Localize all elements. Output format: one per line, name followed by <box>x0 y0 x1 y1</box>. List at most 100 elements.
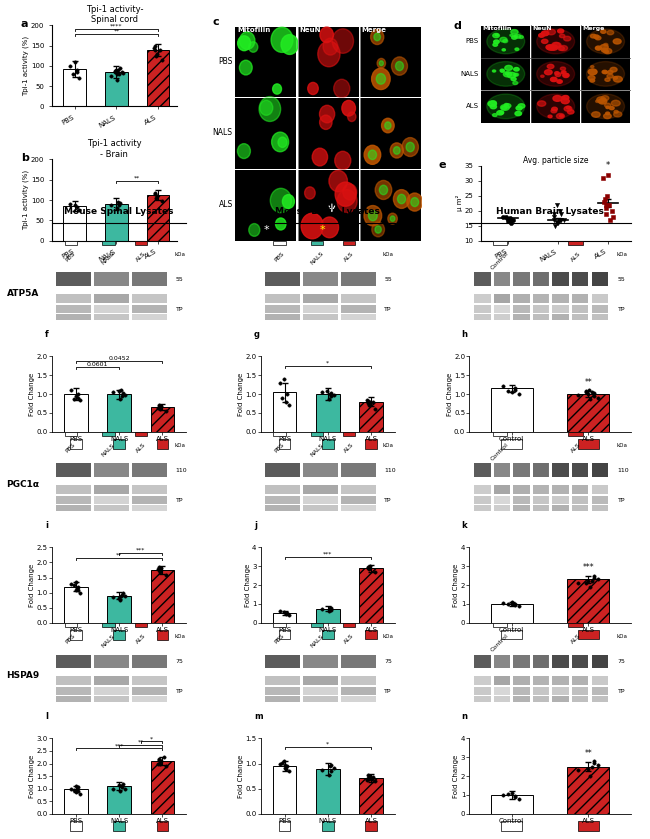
Point <box>324 759 335 773</box>
Circle shape <box>516 107 522 110</box>
Bar <box>494 654 510 669</box>
Point <box>363 562 373 576</box>
Point <box>114 61 125 75</box>
Point <box>584 581 595 594</box>
Circle shape <box>595 100 599 102</box>
Bar <box>533 687 549 695</box>
Point <box>68 578 79 591</box>
Point <box>322 384 333 398</box>
Point <box>155 757 165 770</box>
Point <box>317 385 328 399</box>
FancyBboxPatch shape <box>279 630 291 639</box>
Circle shape <box>494 40 499 44</box>
Circle shape <box>586 61 625 86</box>
Point <box>157 53 167 66</box>
Point <box>586 575 597 588</box>
Text: n: n <box>462 712 467 722</box>
Circle shape <box>604 44 608 46</box>
Bar <box>572 273 588 286</box>
Circle shape <box>504 104 511 108</box>
Point <box>73 781 83 795</box>
Bar <box>94 314 129 320</box>
Bar <box>132 687 168 695</box>
Text: 110: 110 <box>618 468 629 473</box>
Point <box>161 568 172 581</box>
Text: 0.0601: 0.0601 <box>87 362 108 367</box>
Circle shape <box>237 143 250 159</box>
Bar <box>530 91 580 122</box>
Circle shape <box>548 115 552 117</box>
Bar <box>147 195 170 241</box>
Text: e: e <box>439 159 447 169</box>
Point <box>584 769 595 783</box>
Point <box>72 63 82 76</box>
Point <box>152 47 162 60</box>
Point <box>283 764 294 778</box>
Circle shape <box>377 59 385 68</box>
Bar <box>341 676 376 685</box>
Circle shape <box>562 70 566 73</box>
Point <box>370 774 380 788</box>
Point <box>106 70 116 83</box>
Y-axis label: Fold Change: Fold Change <box>453 564 460 607</box>
Bar <box>272 766 296 814</box>
Point <box>283 608 294 622</box>
Circle shape <box>490 101 496 105</box>
Bar <box>514 687 530 695</box>
Point <box>365 769 375 783</box>
Text: kDa: kDa <box>383 444 394 448</box>
Circle shape <box>588 76 595 80</box>
FancyBboxPatch shape <box>113 630 125 639</box>
FancyBboxPatch shape <box>501 630 522 639</box>
Title: Tpi-1 activity
- Brain: Tpi-1 activity - Brain <box>87 139 142 159</box>
FancyBboxPatch shape <box>279 439 291 449</box>
Circle shape <box>390 216 395 221</box>
Point <box>555 213 566 227</box>
Point <box>593 758 604 772</box>
Point <box>106 198 116 211</box>
Circle shape <box>402 138 419 157</box>
Circle shape <box>512 36 517 39</box>
Point <box>326 603 336 617</box>
Point <box>159 751 170 764</box>
Bar <box>474 314 491 320</box>
Y-axis label: Fold Change: Fold Change <box>447 373 452 415</box>
Point <box>506 597 517 610</box>
FancyBboxPatch shape <box>569 242 583 245</box>
Bar <box>592 294 608 303</box>
Bar <box>303 687 338 695</box>
Point <box>551 219 561 232</box>
Circle shape <box>312 149 328 166</box>
Point <box>154 563 164 576</box>
Text: NALS: NALS <box>309 633 325 649</box>
Point <box>71 784 81 797</box>
Text: PBS: PBS <box>65 442 77 454</box>
Circle shape <box>490 105 497 109</box>
Point <box>363 397 373 410</box>
Circle shape <box>335 151 351 169</box>
Point <box>370 565 380 579</box>
Point <box>363 768 373 781</box>
Point <box>149 41 159 55</box>
Text: l: l <box>46 712 48 722</box>
Bar <box>298 98 359 169</box>
Bar <box>494 687 510 695</box>
Text: ****: **** <box>111 23 123 29</box>
Bar <box>580 26 629 58</box>
Point <box>73 583 83 597</box>
Bar <box>265 696 300 702</box>
Point <box>116 383 126 397</box>
Bar <box>533 273 549 286</box>
Circle shape <box>515 34 521 39</box>
Bar <box>94 654 129 669</box>
Bar <box>552 273 569 286</box>
Circle shape <box>333 79 350 98</box>
FancyBboxPatch shape <box>569 623 583 628</box>
Point <box>114 591 124 605</box>
Circle shape <box>270 188 291 212</box>
Bar <box>94 676 129 685</box>
Bar <box>474 294 491 303</box>
Circle shape <box>320 115 332 129</box>
FancyBboxPatch shape <box>343 623 356 628</box>
Circle shape <box>323 38 338 55</box>
